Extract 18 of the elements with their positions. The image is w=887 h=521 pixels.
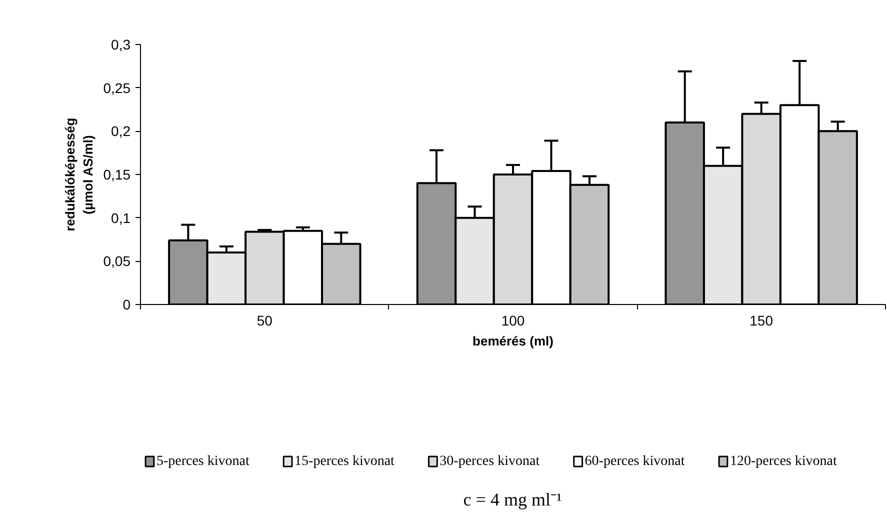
x-tick-label: 100 [501, 312, 525, 328]
x-tick-label: 50 [256, 312, 273, 328]
y-tick-label: 0,2 [111, 123, 131, 140]
legend-label: 30-perces kivonat [440, 454, 540, 469]
y-tick-label: 0,05 [103, 253, 131, 270]
legend-label: 120-perces kivonat [730, 454, 837, 469]
legend-label: 15-perces kivonat [294, 454, 395, 469]
y-tick-label: 0,15 [103, 166, 131, 182]
legend-label: 60-perces kivonat [584, 454, 685, 469]
y-axis-title: redukálóképesség (µmol AS/ml) [62, 118, 96, 232]
text: c = 4 mg ml⁻¹ [463, 490, 562, 510]
y-tick-label: 0 [122, 296, 131, 312]
x-tick-label: 150 [750, 312, 774, 328]
legend-label: 5-perces kivonat [156, 454, 250, 469]
y-tick-label: 0,1 [111, 210, 131, 226]
y-tick-label: 0,3 [111, 36, 131, 52]
y-tick-label: 0,25 [103, 80, 131, 96]
x-axis-title: bemérés (ml) [472, 334, 554, 348]
